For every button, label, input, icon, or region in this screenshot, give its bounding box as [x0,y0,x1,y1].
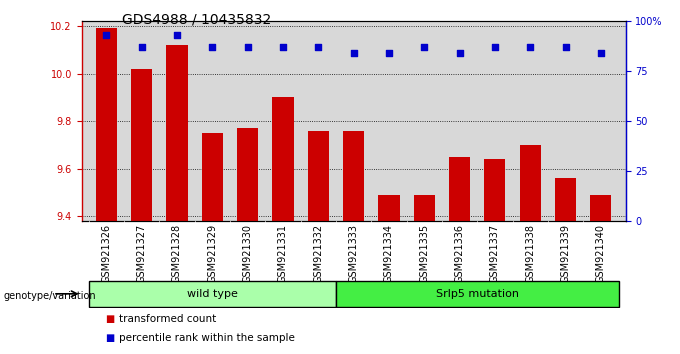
Bar [307,131,329,221]
Text: GSM921326: GSM921326 [101,224,112,283]
Point [525,44,536,50]
Text: GSM921337: GSM921337 [490,224,500,283]
Point [560,44,571,50]
Bar [336,281,619,307]
Point [277,44,288,50]
Text: GSM921329: GSM921329 [207,224,218,283]
Text: GSM921330: GSM921330 [243,224,253,283]
Point [419,44,430,50]
Bar [96,28,117,221]
Point [171,33,182,38]
Bar [131,69,152,221]
Bar [273,97,294,221]
Text: GSM921333: GSM921333 [349,224,358,283]
Point [384,50,394,56]
Text: genotype/variation: genotype/variation [3,291,96,301]
Text: GSM921336: GSM921336 [454,224,464,283]
Text: transformed count: transformed count [119,314,216,324]
Text: GDS4988 / 10435832: GDS4988 / 10435832 [122,12,271,27]
Text: GSM921331: GSM921331 [278,224,288,283]
Text: GSM921332: GSM921332 [313,224,323,283]
Bar [167,45,188,221]
Point [596,50,607,56]
Point [490,44,500,50]
Text: Srlp5 mutation: Srlp5 mutation [436,289,519,299]
Point [207,44,218,50]
Text: ■: ■ [105,333,115,343]
Bar [88,281,336,307]
Point [313,44,324,50]
Point [136,44,147,50]
Bar [202,133,223,221]
Text: wild type: wild type [187,289,238,299]
Text: GSM921335: GSM921335 [420,224,429,283]
Text: percentile rank within the sample: percentile rank within the sample [119,333,295,343]
Text: GSM921340: GSM921340 [596,224,606,283]
Text: GSM921338: GSM921338 [525,224,535,283]
Point [454,50,465,56]
Bar [555,178,576,221]
Bar [237,129,258,221]
Bar [378,195,400,221]
Text: GSM921328: GSM921328 [172,224,182,283]
Point [101,33,112,38]
Bar [343,131,364,221]
Bar [484,159,505,221]
Bar [413,195,435,221]
Point [348,50,359,56]
Text: GSM921339: GSM921339 [560,224,571,283]
Bar [590,195,611,221]
Text: ■: ■ [105,314,115,324]
Bar [449,157,470,221]
Bar [520,145,541,221]
Point [242,44,253,50]
Text: GSM921327: GSM921327 [137,224,147,283]
Text: GSM921334: GSM921334 [384,224,394,283]
